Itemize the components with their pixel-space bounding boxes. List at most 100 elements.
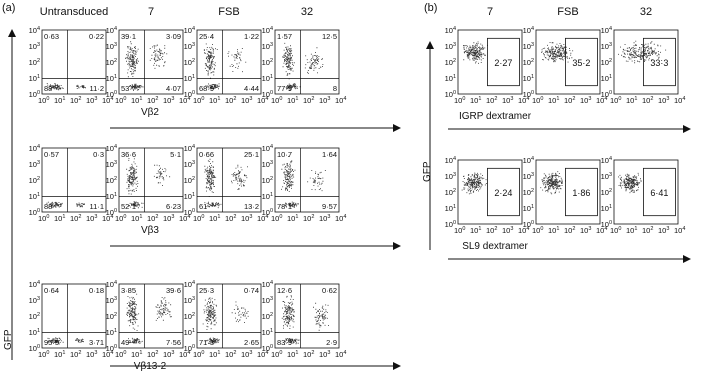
dot-cloud	[541, 42, 574, 63]
x-axis-label: IGRP dextramer	[459, 111, 532, 122]
tick-base: 10	[86, 350, 94, 359]
quadrant-value: 39·1	[121, 32, 136, 41]
plot-frame	[196, 283, 262, 349]
tick-label: 100	[115, 350, 126, 359]
tick-label: 103	[523, 42, 534, 51]
tick-base: 10	[523, 188, 531, 197]
plot-frame	[118, 29, 184, 95]
tick-exponent: 0	[114, 344, 117, 350]
tick-exponent: 0	[37, 208, 40, 214]
tick-exponent: 4	[110, 214, 113, 220]
tick-base: 10	[674, 96, 682, 105]
quadrant-value: 52·1	[121, 202, 136, 211]
tick-label: 101	[131, 96, 142, 105]
tick-exponent: 3	[114, 296, 117, 302]
tick-label: 101	[54, 214, 65, 223]
quadrant-value: 0·57	[44, 150, 59, 159]
tick-exponent: 1	[37, 192, 40, 198]
tick-label: 102	[106, 176, 117, 185]
tick-base: 10	[102, 96, 110, 105]
tick-exponent: 2	[311, 350, 314, 356]
tick-exponent: 2	[270, 58, 273, 64]
tick-exponent: 4	[270, 26, 273, 32]
tick-exponent: 3	[94, 350, 97, 356]
tick-exponent: 3	[270, 42, 273, 48]
tick-base: 10	[184, 58, 192, 67]
tick-label: 100	[601, 90, 612, 99]
tick-base: 10	[262, 328, 270, 337]
tick-base: 10	[193, 350, 201, 359]
tick-exponent: 2	[78, 96, 81, 102]
gate	[487, 167, 520, 217]
column-header: 7	[487, 6, 493, 18]
tick-exponent: 2	[114, 58, 117, 64]
tick-exponent: 3	[192, 296, 195, 302]
tick-label: 103	[262, 160, 273, 169]
tick-exponent: 4	[682, 96, 685, 102]
tick-base: 10	[262, 26, 270, 35]
tick-label: 100	[610, 96, 621, 105]
tick-label: 100	[193, 214, 204, 223]
tick-exponent: 3	[171, 350, 174, 356]
tick-base: 10	[319, 350, 327, 359]
tick-base: 10	[601, 74, 609, 83]
tick-base: 10	[470, 96, 478, 105]
tick-exponent: 2	[114, 312, 117, 318]
tick-exponent: 3	[270, 160, 273, 166]
tick-label: 100	[184, 344, 195, 353]
tick-exponent: 1	[270, 74, 273, 80]
gate-value: 1·86	[572, 188, 590, 198]
tick-label: 104	[184, 280, 195, 289]
tick-exponent: 4	[609, 156, 612, 162]
gate	[565, 167, 598, 217]
column-header: FSB	[557, 6, 578, 18]
tick-label: 103	[580, 226, 591, 235]
tick-base: 10	[445, 90, 453, 99]
tick-base: 10	[179, 350, 187, 359]
plot-frame	[613, 29, 679, 95]
tick-exponent: 0	[279, 350, 282, 356]
plot-frame	[41, 283, 107, 349]
tick-label: 104	[335, 96, 346, 105]
tick-base: 10	[184, 312, 192, 321]
tick-exponent: 2	[494, 96, 497, 102]
tick-base: 10	[29, 328, 37, 337]
tick-exponent: 0	[618, 96, 621, 102]
dot-cloud	[126, 293, 172, 344]
tick-label: 101	[184, 74, 195, 83]
dot-cloud	[463, 41, 488, 64]
tick-label: 100	[193, 96, 204, 105]
tick-exponent: 0	[192, 90, 195, 96]
tick-label: 103	[580, 96, 591, 105]
plot-frame	[196, 29, 262, 95]
tick-exponent: 2	[78, 214, 81, 220]
tick-exponent: 0	[609, 220, 612, 226]
tick-label: 102	[147, 350, 158, 359]
tick-label: 104	[262, 280, 273, 289]
tick-base: 10	[287, 214, 295, 223]
dot-cloud	[281, 156, 326, 208]
tick-base: 10	[209, 96, 217, 105]
tick-exponent: 3	[249, 214, 252, 220]
tick-exponent: 0	[123, 214, 126, 220]
quadrant-value: 4·44	[244, 84, 259, 93]
tick-exponent: 0	[201, 350, 204, 356]
quadrant-value: 12·5	[322, 32, 337, 41]
tick-exponent: 4	[192, 144, 195, 150]
tick-base: 10	[29, 208, 37, 217]
tick-base: 10	[70, 96, 78, 105]
tick-label: 102	[303, 96, 314, 105]
tick-label: 103	[658, 226, 669, 235]
tick-base: 10	[184, 328, 192, 337]
tick-exponent: 0	[123, 350, 126, 356]
tick-base: 10	[184, 208, 192, 217]
tick-base: 10	[184, 144, 192, 153]
tick-label: 104	[106, 144, 117, 153]
tick-base: 10	[106, 160, 114, 169]
tick-label: 104	[29, 144, 40, 153]
quadrant-value: 5·1	[170, 150, 181, 159]
tick-base: 10	[131, 96, 139, 105]
tick-exponent: 2	[155, 96, 158, 102]
gate	[565, 37, 598, 87]
